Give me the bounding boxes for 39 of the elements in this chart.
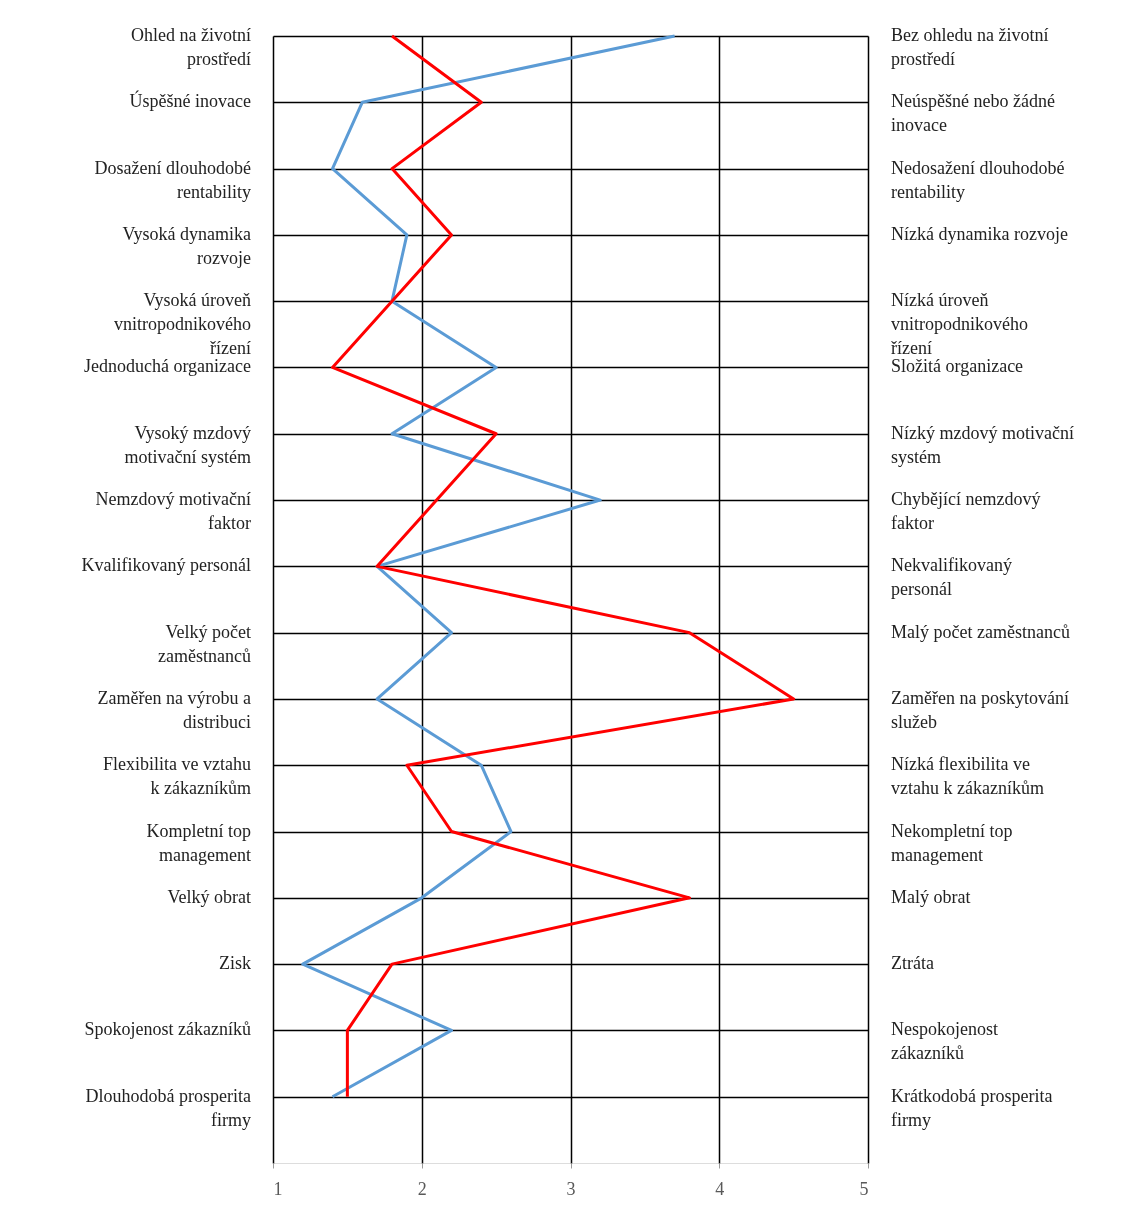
- y-tick-label: Zaměřen na výrobu a distribuci: [97, 687, 251, 732]
- x-tick-label: 4: [715, 1178, 725, 1199]
- y2-tick-label: Chybějící nemzdový faktor: [891, 489, 1041, 534]
- x-tick-label: 3: [566, 1178, 576, 1199]
- y-tick-label: Zisk: [218, 953, 251, 974]
- y-tick-label: Vysoká dynamika rozvoje: [122, 223, 251, 268]
- x-tick-label: 1: [273, 1178, 283, 1199]
- x-tick-label: 5: [859, 1178, 869, 1199]
- y2-tick-label: Nízká flexibilita ve vztahu k zákazníkům: [891, 754, 1044, 799]
- y2-tick-label: Malý počet zaměstnanců: [891, 621, 1070, 642]
- y-tick-label: Kompletní top management: [146, 820, 251, 865]
- y2-tick-label: Nekompletní top management: [891, 820, 1013, 865]
- y2-tick-label: Zaměřen na poskytování služeb: [891, 687, 1069, 732]
- x-tick-label: 2: [417, 1178, 427, 1199]
- y-tick-label: Flexibilita ve vztahu k zákazníkům: [103, 754, 251, 799]
- y-tick-label: Vysoká úroveň vnitropodnikového řízení: [114, 290, 251, 359]
- y2-tick-label: Nekvalifikovaný personál: [891, 555, 1012, 600]
- y-tick-label: Velký obrat: [167, 886, 251, 907]
- y2-tick-label: Nízký mzdový motivační systém: [891, 422, 1074, 467]
- y-tick-label: Spokojenost zákazníků: [84, 1019, 251, 1040]
- y2-tick-label: Složitá organizace: [891, 356, 1024, 377]
- y-tick-label: Nemzdový motivační faktor: [95, 489, 251, 534]
- y2-tick-label: Nedosažení dlouhodobé rentability: [891, 157, 1065, 202]
- y2-tick-label: Bez ohledu na životní prostředí: [891, 25, 1049, 69]
- y2-tick-label: Krátkodobá prosperita firmy: [891, 1085, 1053, 1130]
- y-tick-label: Vysoký mzdový motivační systém: [124, 422, 251, 467]
- y2-tick-label: Malý obrat: [891, 886, 971, 907]
- y2-tick-label: Neúspěšné nebo žádné inovace: [891, 91, 1055, 136]
- y2-tick-label: Ztráta: [891, 953, 934, 974]
- y-tick-label: Dlouhodobá prosperita firmy: [85, 1085, 251, 1130]
- y-tick-label: Jednoduchá organizace: [83, 356, 252, 377]
- y-tick-label: Velký počet zaměstnanců: [158, 621, 251, 666]
- y-tick-label: Kvalifikovaný personál: [81, 555, 251, 576]
- y2-tick-label: Nízká úroveň vnitropodnikového řízení: [891, 290, 1028, 359]
- y-tick-label: Dosažení dlouhodobé rentability: [94, 157, 251, 202]
- y-tick-label: Úspěšné inovace: [129, 90, 251, 112]
- y2-tick-label: Nespokojenost zákazníků: [891, 1019, 998, 1064]
- y2-tick-label: Nízká dynamika rozvoje: [891, 223, 1068, 244]
- y-tick-label: Ohled na životní prostředí: [131, 25, 251, 69]
